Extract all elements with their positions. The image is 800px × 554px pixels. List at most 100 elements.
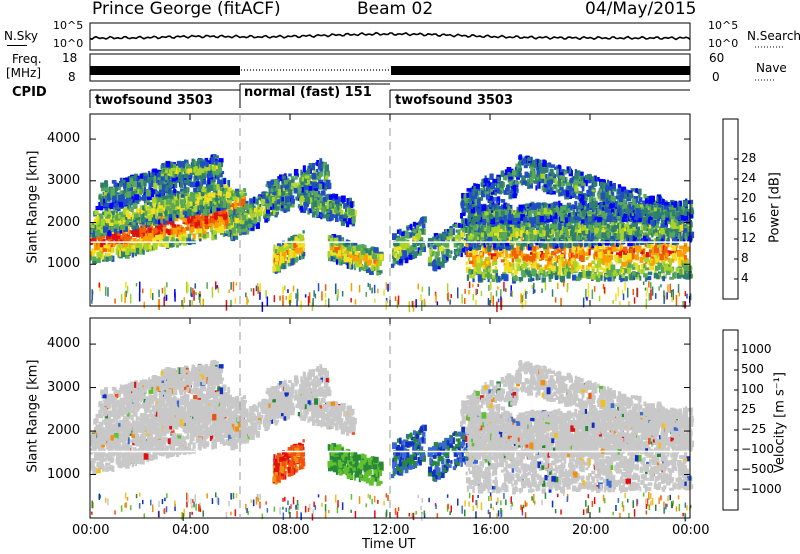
power-cell: [656, 273, 659, 278]
power-cell: [233, 208, 236, 216]
power-cell: [393, 246, 398, 252]
power-cell: [234, 204, 238, 209]
power-cell: [392, 255, 395, 259]
power-cell: [120, 236, 124, 241]
power-cell: [461, 218, 465, 225]
power-cell: [110, 247, 114, 254]
power-cell: [624, 246, 628, 254]
power-cell: [300, 169, 303, 176]
power-cell: [671, 253, 677, 259]
power-cell: [241, 214, 246, 221]
power-cell: [111, 180, 117, 184]
power-cell: [647, 271, 653, 276]
power-cell: [222, 230, 226, 237]
power-cell: [500, 248, 505, 256]
power-cell: [590, 273, 596, 280]
power-cell: [120, 217, 123, 224]
power-cell: [92, 231, 97, 237]
power-cell: [184, 163, 189, 167]
power-cell: [134, 228, 140, 236]
power-cell: [305, 190, 309, 194]
power-cell: [505, 260, 510, 268]
power-cell: [313, 169, 317, 176]
power-cell: [258, 215, 261, 222]
power-cell: [412, 231, 415, 236]
power-cell: [290, 182, 295, 187]
power-cell: [560, 276, 566, 283]
power-cell: [360, 267, 364, 271]
power-cell: [602, 268, 608, 273]
power-cell: [299, 177, 302, 185]
power-cell: [626, 262, 632, 268]
power-cell: [260, 198, 265, 205]
power-cell: [681, 262, 687, 268]
power-cell: [125, 249, 130, 255]
power-cell: [334, 256, 337, 262]
power-cell: [191, 201, 195, 209]
power-cell: [459, 243, 462, 251]
power-cell: [494, 266, 498, 270]
power-cell: [200, 191, 205, 197]
power-cell: [125, 241, 128, 248]
power-cell: [224, 219, 229, 227]
power-cell: [156, 241, 161, 246]
power-cell: [169, 217, 173, 221]
power-cell: [465, 261, 468, 265]
power-cell: [446, 240, 450, 248]
power-cell: [520, 269, 525, 275]
power-cell: [267, 215, 270, 222]
power-cell: [185, 196, 188, 200]
power-cell: [276, 265, 281, 272]
power-cell: [349, 201, 354, 209]
power-cell: [483, 268, 488, 274]
power-cell: [348, 218, 352, 224]
power-cell: [350, 208, 355, 216]
power-cell: [440, 261, 445, 268]
power-cell: [558, 249, 563, 253]
power-cell: [147, 222, 152, 226]
power-cell: [312, 185, 317, 191]
power-cell: [155, 178, 160, 186]
power-cell: [392, 251, 396, 256]
power-cell: [625, 261, 628, 266]
power-cell: [163, 181, 168, 189]
power-cell: [127, 213, 131, 220]
power-cell: [331, 208, 335, 214]
power-cell: [197, 174, 202, 179]
power-cell: [245, 204, 249, 210]
power-cell: [629, 258, 632, 264]
power-cell: [541, 255, 545, 260]
power-cell: [122, 208, 128, 215]
power-cell: [469, 252, 473, 258]
power-cell: [600, 275, 603, 281]
power-cell: [126, 197, 129, 204]
power-cell: [165, 160, 171, 168]
power-cell: [161, 184, 166, 188]
power-cell: [310, 190, 315, 194]
power-cell: [199, 181, 202, 186]
power-cell: [175, 200, 180, 207]
power-cell: [585, 257, 589, 261]
power-cell: [344, 244, 347, 251]
power-cell: [280, 191, 284, 198]
power-cell: [621, 274, 625, 279]
power-cell: [644, 276, 648, 282]
power-cell: [687, 265, 692, 271]
power-cell: [274, 261, 278, 267]
power-cell: [545, 257, 550, 262]
power-cell: [272, 209, 276, 215]
power-cell: [217, 228, 222, 233]
power-cell: [302, 230, 305, 234]
power-cell: [548, 273, 554, 279]
power-cell: [684, 258, 689, 264]
power-cell: [139, 236, 144, 241]
power-cell: [209, 200, 213, 207]
power-cell: [625, 258, 630, 262]
power-cell: [118, 214, 121, 219]
power-cell: [564, 258, 568, 264]
power-cell: [473, 249, 478, 254]
power-cell: [590, 265, 594, 270]
power-cell: [214, 199, 217, 205]
power-cell: [239, 199, 243, 206]
power-cell: [600, 244, 603, 249]
